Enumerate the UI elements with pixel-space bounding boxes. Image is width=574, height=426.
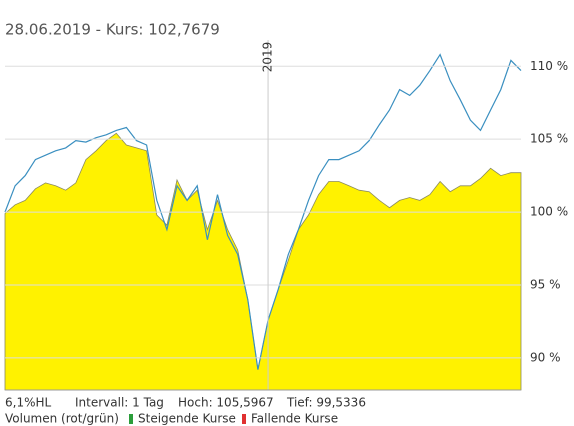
legend-swatch bbox=[242, 414, 246, 424]
y-tick-label: 95 % bbox=[530, 278, 561, 292]
area bbox=[4, 132, 522, 391]
y-tick-label: 105 % bbox=[530, 132, 568, 146]
legend-swatch bbox=[129, 414, 133, 424]
y-tick-label: 90 % bbox=[530, 350, 561, 364]
legend-label: Volumen (rot/grün) bbox=[5, 412, 119, 426]
y-tick-label: 110 % bbox=[530, 59, 568, 73]
stat: Intervall: 1 Tag bbox=[75, 396, 164, 410]
plot: 90 % 95 % 100 % 105 % 110 % 2019 bbox=[4, 40, 568, 391]
stat: Tief: 99,5336 bbox=[286, 396, 366, 410]
line bbox=[4, 53, 522, 370]
stat: Hoch: 105,5967 bbox=[178, 396, 274, 410]
legend-label: Steigende Kurse bbox=[138, 412, 236, 426]
chart-title: 28.06.2019 - Kurs: 102,7679 bbox=[5, 21, 220, 39]
legend-label: Fallende Kurse bbox=[251, 412, 338, 426]
stat: 6,1%HL bbox=[5, 396, 52, 410]
y-tick-label: 100 % bbox=[530, 205, 568, 219]
year-label: 2019 bbox=[261, 42, 275, 73]
